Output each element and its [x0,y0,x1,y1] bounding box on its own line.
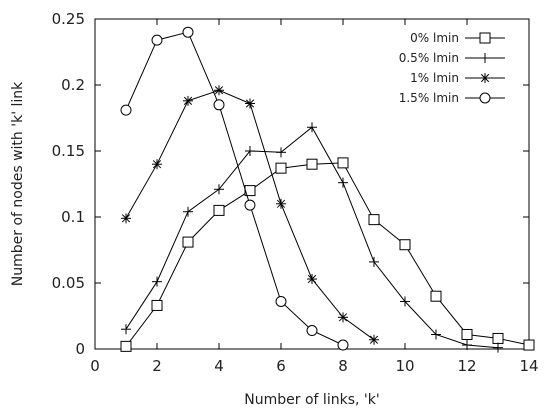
series-1-lmin [121,85,379,345]
y-tick-label: 0.2 [61,76,85,94]
y-axis-label: Number of nodes with 'k' link [10,81,26,286]
series-line [125,31,344,346]
x-tick-label: 4 [214,357,224,375]
data-point [430,290,442,302]
legend-entry: 1.5% lmin [399,91,505,105]
data-point [276,198,286,209]
data-point [431,329,441,340]
series-0-5-lmin [121,122,503,353]
legend-marker [480,53,490,63]
x-tick-label: 6 [276,357,286,375]
data-point [306,158,318,170]
data-point [152,276,162,287]
series-0-lmin [120,157,535,352]
axis-ticks: 0 2 4 6 8 10 12 14 0 0.05 0.1 0.15 0.2 0.25 [52,10,539,375]
x-tick-label: 12 [457,357,476,375]
legend-entry: 0% lmin [410,31,505,45]
data-point [182,236,194,248]
legend-entry: 0.5% lmin [399,51,505,65]
legend-label: 1.5% lmin [399,91,459,105]
legend-marker [480,73,490,83]
data-point [307,122,317,133]
data-point [245,146,255,156]
data-point [369,334,379,345]
series-line [125,162,530,347]
data-point [121,324,131,335]
data-point [275,162,287,174]
x-tick-label: 2 [152,357,162,375]
series-line [125,89,375,341]
y-tick-label: 0 [75,340,85,358]
data-point [121,213,131,224]
data-point [400,296,410,307]
data-point [338,312,348,323]
data-point [337,157,349,169]
data-point [492,332,504,344]
y-tick-label: 0.25 [52,10,85,28]
legend-marker [479,92,491,104]
data-point [275,295,287,307]
data-point [213,99,225,111]
data-point [151,34,163,46]
data-point [245,98,255,109]
data-point [151,299,163,311]
x-tick-label: 0 [90,357,100,375]
data-point [120,104,132,116]
x-axis-label: Number of links, 'k' [244,392,379,408]
data-point [152,159,162,170]
plot-frame [94,18,530,350]
y-tick-label: 0.1 [61,208,85,226]
legend-marker [479,32,491,44]
x-tick-label: 14 [519,357,538,375]
legend-label: 0% lmin [410,31,459,45]
data-point [399,239,411,251]
y-tick-label: 0.05 [52,274,85,292]
data-point [369,256,379,267]
data-point [244,199,256,211]
data-point [307,274,317,285]
data-point [182,26,194,38]
data-point [276,147,286,158]
data-point [213,204,225,216]
data-point [461,328,473,340]
legend-label: 0.5% lmin [399,51,459,65]
data-point [214,184,224,195]
legend-entry: 1% lmin [410,71,505,85]
data-point [183,206,193,217]
data-point [120,340,132,352]
data-point [493,342,503,353]
x-tick-label: 10 [395,357,414,375]
series-layer [120,26,535,353]
x-tick-label: 8 [338,357,348,375]
legend-label: 1% lmin [410,71,459,85]
data-point [214,85,224,96]
legend: 0% lmin 0.5% lmin 1% lmin 1.5% lmin [399,31,505,105]
data-point [338,177,348,188]
data-point [183,95,193,106]
data-point [462,340,472,351]
data-point [306,325,318,337]
series-1-5-lmin [120,26,349,351]
data-point [368,214,380,226]
data-point [523,339,535,351]
data-point [337,339,349,351]
y-tick-label: 0.15 [52,142,85,160]
